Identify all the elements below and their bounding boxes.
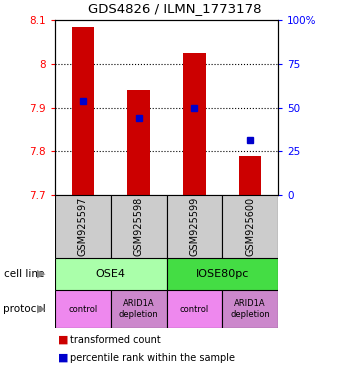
Text: ■: ■ xyxy=(58,335,69,345)
Text: OSE4: OSE4 xyxy=(96,269,126,279)
Bar xyxy=(167,258,278,290)
Text: ■: ■ xyxy=(58,353,69,363)
Bar xyxy=(222,195,278,258)
Text: control: control xyxy=(180,305,209,313)
Text: ▶: ▶ xyxy=(37,304,45,314)
Text: GDS4826 / ILMN_1773178: GDS4826 / ILMN_1773178 xyxy=(88,2,262,15)
Text: cell line: cell line xyxy=(4,269,44,279)
Text: ▶: ▶ xyxy=(37,269,45,279)
Bar xyxy=(111,195,167,258)
Bar xyxy=(72,26,94,195)
Text: percentile rank within the sample: percentile rank within the sample xyxy=(70,353,235,363)
Text: control: control xyxy=(68,305,98,313)
Bar xyxy=(55,195,111,258)
Text: GSM925599: GSM925599 xyxy=(189,197,200,256)
Bar xyxy=(127,90,150,195)
Text: IOSE80pc: IOSE80pc xyxy=(196,269,249,279)
Bar xyxy=(167,290,222,328)
Bar xyxy=(111,290,167,328)
Text: GSM925598: GSM925598 xyxy=(134,197,143,256)
Text: ARID1A
depletion: ARID1A depletion xyxy=(119,299,159,319)
Text: protocol: protocol xyxy=(4,304,46,314)
Bar xyxy=(55,258,167,290)
Bar xyxy=(239,156,261,195)
Text: ARID1A
depletion: ARID1A depletion xyxy=(230,299,270,319)
Text: transformed count: transformed count xyxy=(70,335,161,345)
Text: GSM925600: GSM925600 xyxy=(245,197,255,256)
Text: GSM925597: GSM925597 xyxy=(78,197,88,256)
Bar xyxy=(167,195,222,258)
Bar xyxy=(183,53,205,195)
Bar xyxy=(222,290,278,328)
Bar xyxy=(55,290,111,328)
